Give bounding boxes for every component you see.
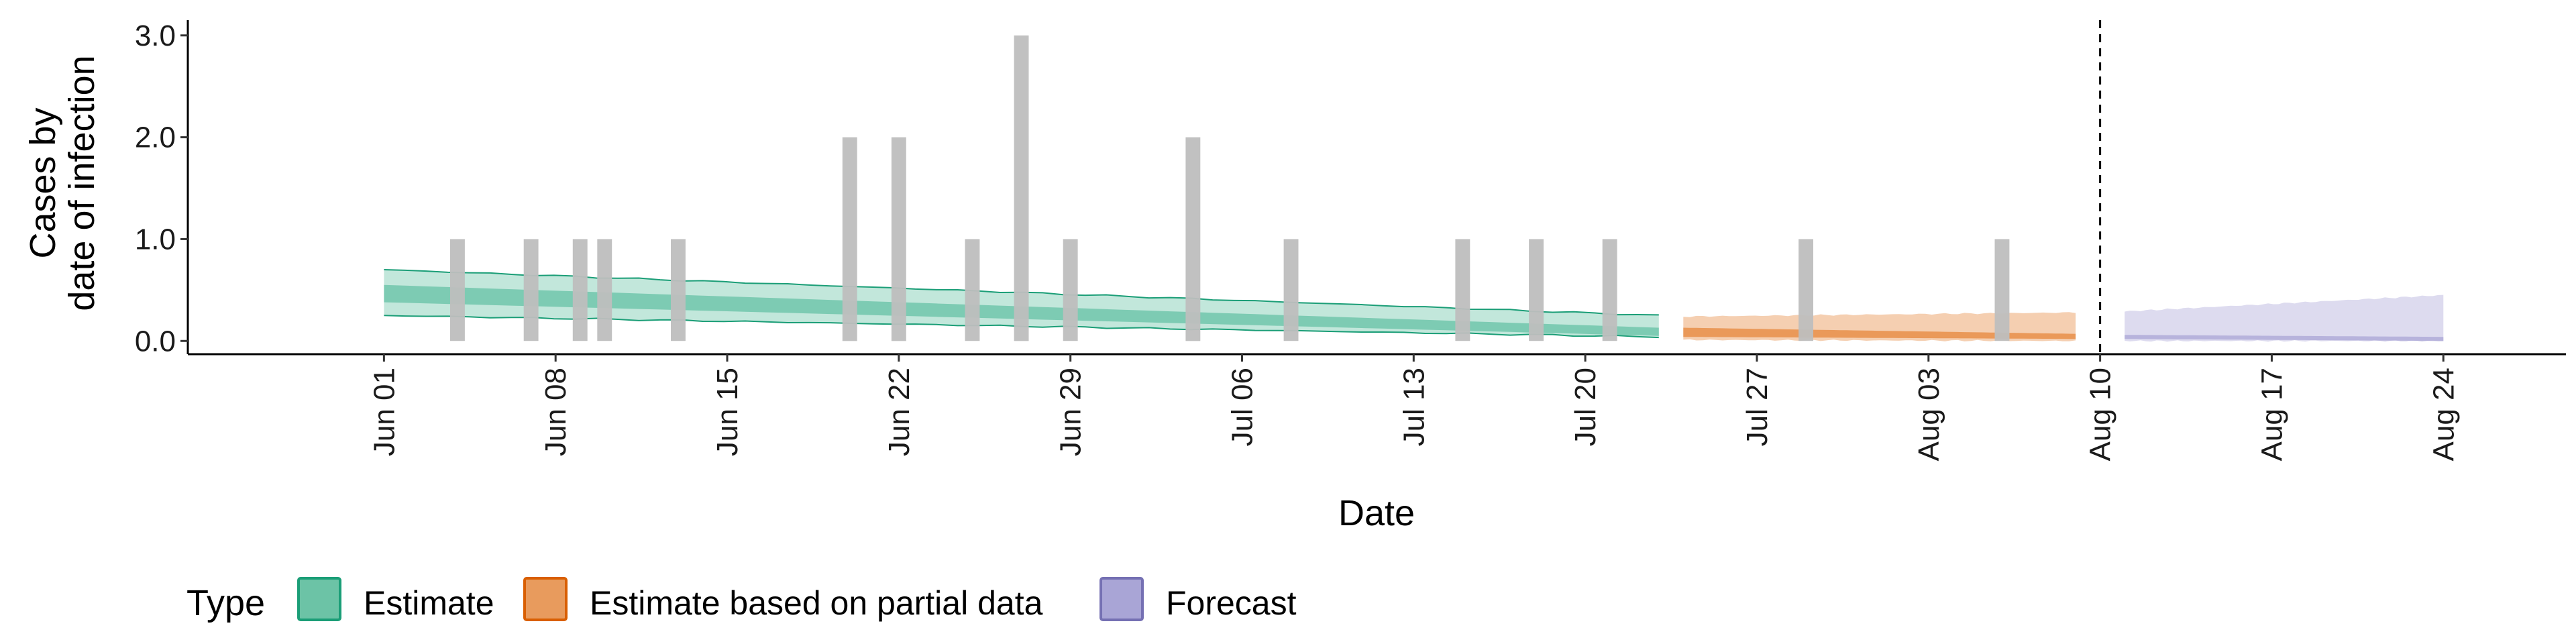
case-bar	[597, 239, 612, 341]
y-tick-label: 3.0	[135, 19, 176, 52]
case-bar	[671, 239, 686, 341]
y-tick-label: 2.0	[135, 121, 176, 154]
band-90-forecast	[2125, 294, 2444, 342]
x-axis-title: Date	[1338, 493, 1415, 533]
x-tick-label: Jul 06	[1226, 368, 1259, 446]
x-tick-label: Aug 10	[2084, 368, 2117, 461]
legend-swatch-forecast	[1099, 577, 1144, 621]
case-bar	[965, 239, 980, 341]
y-axis-ticks: 0.0 1.0 2.0 3.0	[135, 19, 188, 358]
x-tick-label: Aug 24	[2427, 368, 2460, 461]
x-tick-label: Jun 22	[883, 368, 916, 456]
case-bar	[523, 239, 539, 341]
legend-label-forecast: Forecast	[1166, 584, 1297, 622]
x-tick-label: Jul 13	[1397, 368, 1430, 446]
legend-swatch-partial-estimate	[523, 577, 568, 621]
case-bar	[842, 137, 857, 341]
case-bar	[1529, 239, 1544, 341]
x-tick-label: Jun 29	[1055, 368, 1087, 456]
case-bar	[891, 137, 906, 341]
band-50-forecast	[2125, 335, 2444, 341]
case-bar	[1994, 239, 2010, 341]
legend-title: Type	[186, 583, 265, 623]
x-tick-label: Aug 17	[2255, 368, 2288, 461]
legend-label-estimate: Estimate	[364, 584, 494, 622]
x-axis-ticks: Jun 01 Jun 08 Jun 15 Jun 22 Jun 29 Jul 06 Jul …	[368, 354, 2460, 461]
y-tick-label: 0.0	[135, 325, 176, 358]
case-bars	[450, 35, 2010, 341]
y-axis-title-line-2: date of infection	[62, 55, 102, 311]
case-bar	[1185, 137, 1201, 341]
estimate-bands	[384, 268, 2444, 342]
x-tick-label: Jun 15	[711, 368, 744, 456]
case-bar	[1283, 239, 1299, 341]
case-bar	[1014, 35, 1029, 341]
case-bar	[1602, 239, 1617, 341]
case-bar	[1063, 239, 1078, 341]
axes	[186, 20, 2566, 356]
x-tick-label: Aug 03	[1913, 368, 1945, 461]
case-bar	[1455, 239, 1470, 341]
x-tick-label: Jul 27	[1741, 368, 1774, 446]
legend-label-partial-estimate: Estimate based on partial data	[590, 584, 1043, 622]
x-tick-label: Jun 01	[368, 368, 400, 456]
band-50-estimate-based-on-partial-data	[1683, 327, 2076, 339]
case-bar	[572, 239, 588, 341]
x-tick-label: Jul 20	[1569, 368, 1602, 446]
legend: Type Estimate Estimate based on partial …	[186, 577, 1297, 623]
case-bar	[1799, 239, 1813, 341]
y-tick-label: 1.0	[135, 223, 176, 256]
case-bar	[450, 239, 465, 341]
y-axis-title-line-1: Cases by	[23, 107, 63, 258]
legend-swatch-estimate	[297, 577, 341, 621]
x-tick-label: Jun 08	[539, 368, 572, 456]
